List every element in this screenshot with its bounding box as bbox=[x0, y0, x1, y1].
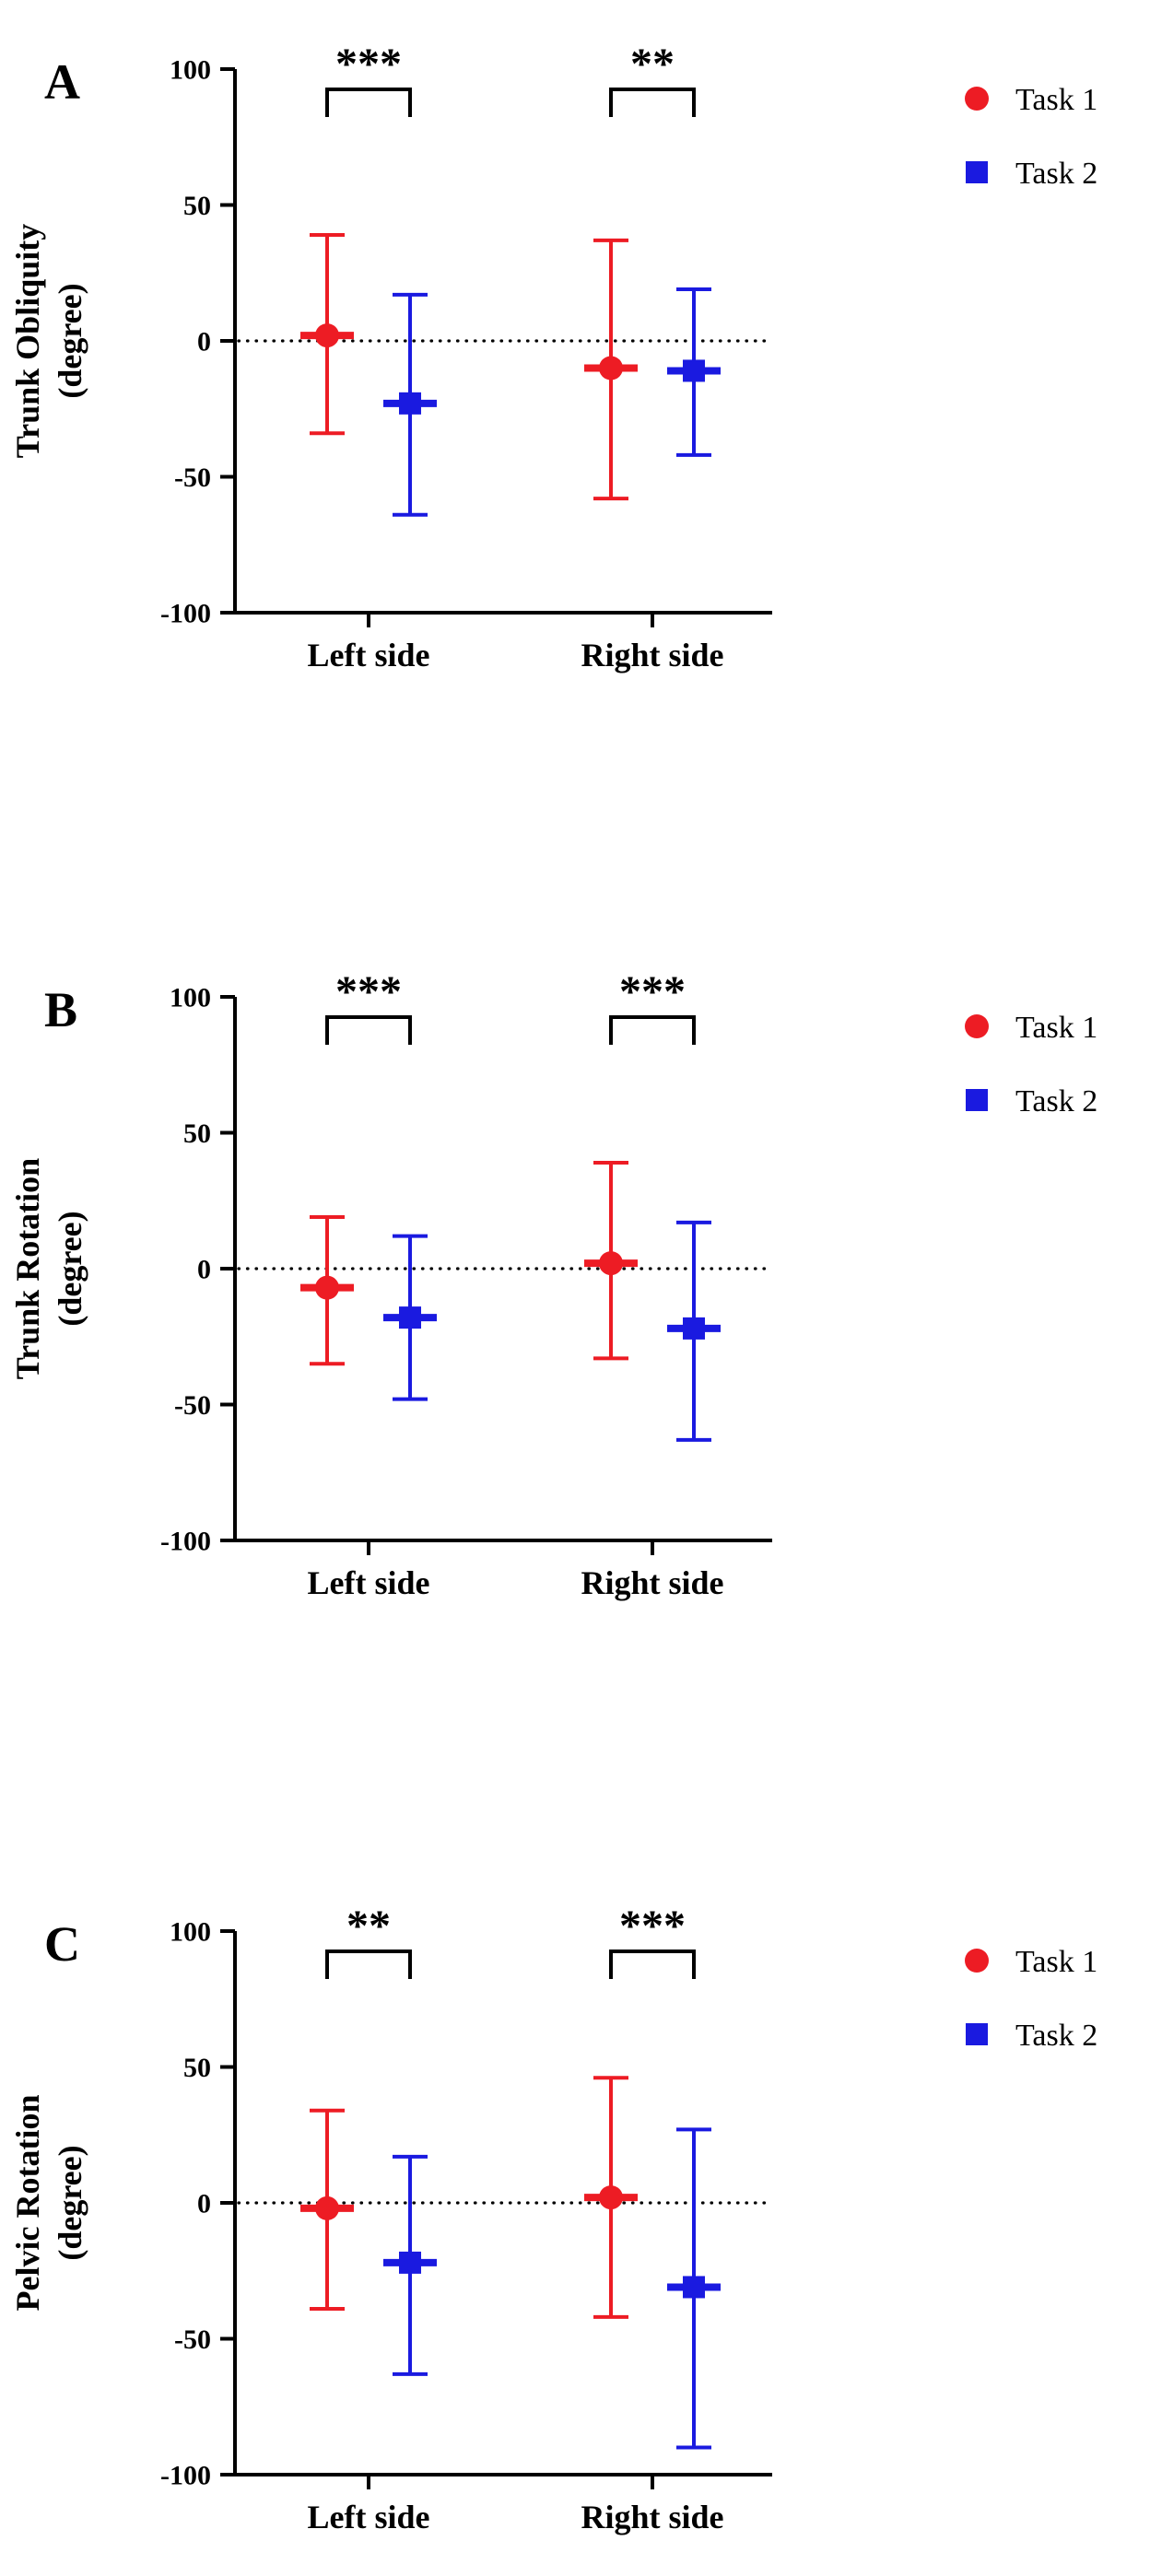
y-tick-label: 0 bbox=[197, 327, 211, 357]
mean-marker-circle bbox=[315, 2195, 339, 2220]
y-axis-label-line: Trunk Rotation bbox=[9, 1158, 46, 1379]
panel-b-chart: 100 50 0 -50 -100 Left side Right side *** *** B T… bbox=[9, 967, 1097, 1601]
y-tick-label: -100 bbox=[160, 1527, 211, 1557]
y-tick-label: -50 bbox=[174, 1390, 211, 1421]
mean-marker-square bbox=[399, 1306, 421, 1329]
mean-marker-circle bbox=[315, 1275, 339, 1300]
sig-bracket bbox=[609, 1015, 696, 1045]
sig-bracket bbox=[325, 1015, 412, 1045]
y-tick-label: -100 bbox=[160, 599, 211, 629]
y-tick-label: 50 bbox=[183, 191, 211, 221]
y-tick-label: 0 bbox=[197, 1255, 211, 1285]
mean-marker-square bbox=[683, 359, 705, 382]
x-category-label: Right side bbox=[581, 1564, 723, 1601]
y-tick-label: -50 bbox=[174, 2324, 211, 2355]
y-axis-label-line: Trunk Obliquity bbox=[9, 224, 46, 458]
sig-stars: *** bbox=[335, 967, 402, 1016]
mean-marker-circle bbox=[599, 356, 623, 381]
mean-marker-circle bbox=[315, 323, 339, 348]
legend-marker-square bbox=[966, 2023, 988, 2045]
legend-marker-square bbox=[966, 161, 988, 183]
mean-marker-square bbox=[683, 1317, 705, 1340]
panel-a: 100 50 0 -50 -100 Left side Right side *** ** A Tr… bbox=[0, 0, 1150, 859]
panel-letter: A bbox=[44, 54, 80, 110]
x-category-label: Right side bbox=[581, 2499, 723, 2535]
mean-marker-circle bbox=[599, 2185, 623, 2210]
sig-bracket bbox=[325, 1950, 412, 1979]
mean-marker-square bbox=[399, 2251, 421, 2274]
mean-marker-circle bbox=[599, 1251, 623, 1276]
y-tick-label: 100 bbox=[170, 55, 211, 86]
sig-stars: *** bbox=[619, 967, 686, 1016]
panel-c: 100 50 0 -50 -100 Left side Right side ** *** C Pe… bbox=[0, 1717, 1150, 2576]
x-category-label: Right side bbox=[581, 637, 723, 673]
legend-label: Task 2 bbox=[1015, 157, 1097, 191]
sig-stars: ** bbox=[630, 40, 675, 88]
y-axis-label-line: Pelvic Rotation bbox=[9, 2095, 46, 2312]
legend-marker-square bbox=[966, 1089, 988, 1111]
x-category-label: Left side bbox=[308, 637, 430, 673]
y-tick-label: 0 bbox=[197, 2189, 211, 2219]
x-category-label: Left side bbox=[308, 1564, 430, 1601]
y-axis-label-line: (degree) bbox=[52, 283, 88, 398]
y-tick-label: 100 bbox=[170, 1917, 211, 1948]
y-tick-label: -50 bbox=[174, 463, 211, 493]
legend-label: Task 1 bbox=[1015, 1011, 1097, 1045]
y-tick-label: 100 bbox=[170, 983, 211, 1013]
y-axis-label-line: (degree) bbox=[52, 1211, 88, 1326]
x-category-label: Left side bbox=[308, 2499, 430, 2535]
sig-stars: *** bbox=[335, 40, 402, 88]
mean-marker-square bbox=[683, 2276, 705, 2299]
y-tick-label: -100 bbox=[160, 2461, 211, 2491]
legend-marker-circle bbox=[965, 1014, 989, 1038]
legend-marker-circle bbox=[965, 87, 989, 111]
sig-bracket bbox=[609, 88, 696, 117]
sig-stars: *** bbox=[619, 1902, 686, 1950]
panel-b: 100 50 0 -50 -100 Left side Right side *** *** B T… bbox=[0, 859, 1150, 1717]
legend-marker-circle bbox=[965, 1949, 989, 1973]
mean-marker-square bbox=[399, 392, 421, 415]
y-tick-label: 50 bbox=[183, 1118, 211, 1149]
legend-label: Task 2 bbox=[1015, 2019, 1097, 2053]
legend-label: Task 2 bbox=[1015, 1084, 1097, 1118]
panel-letter: B bbox=[44, 982, 77, 1037]
sig-bracket bbox=[325, 88, 412, 117]
panel-letter: C bbox=[44, 1916, 80, 1972]
sig-stars: ** bbox=[346, 1902, 391, 1950]
y-axis-label-line: (degree) bbox=[52, 2145, 88, 2260]
sig-bracket bbox=[609, 1950, 696, 1979]
y-tick-label: 50 bbox=[183, 2053, 211, 2083]
legend-label: Task 1 bbox=[1015, 83, 1097, 117]
legend-label: Task 1 bbox=[1015, 1945, 1097, 1979]
